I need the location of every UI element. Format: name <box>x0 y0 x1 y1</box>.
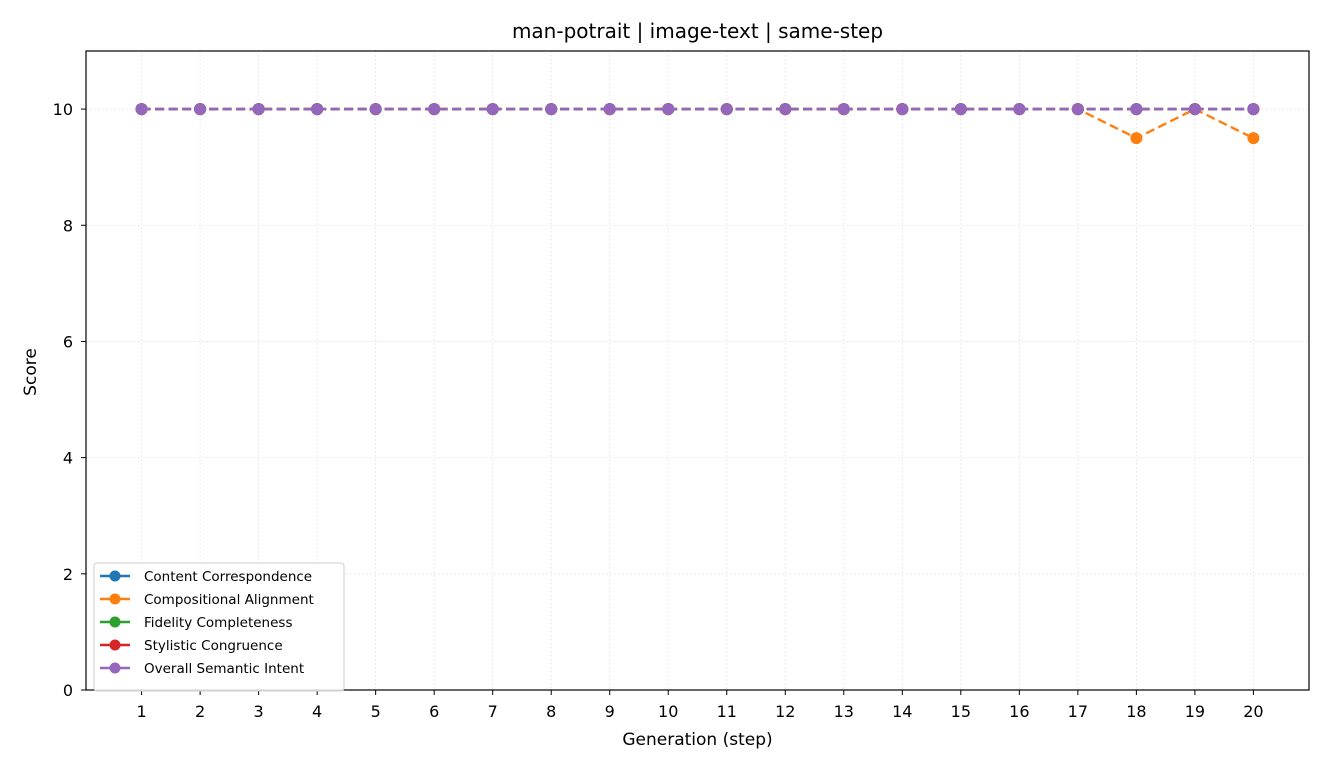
x-tick-label: 1 <box>136 702 146 721</box>
x-tick-label: 6 <box>429 702 439 721</box>
x-tick-label: 12 <box>775 702 795 721</box>
legend: Content Correspondence Compositional Alig… <box>93 562 345 692</box>
data-point <box>1130 132 1143 145</box>
x-tick-label: 11 <box>717 702 737 721</box>
y-tick-label: 0 <box>63 681 73 700</box>
legend-label: Overall Semantic Intent <box>144 661 304 677</box>
y-tick-label: 4 <box>63 449 73 468</box>
x-tick-label: 20 <box>1243 702 1263 721</box>
y-axis-label: Score <box>21 348 41 396</box>
series-lines <box>135 103 1260 145</box>
x-tick-label: 17 <box>1068 702 1088 721</box>
legend-swatch-marker <box>109 662 121 674</box>
x-tick-label: 14 <box>892 702 912 721</box>
data-point <box>662 103 675 116</box>
data-point <box>896 103 909 116</box>
data-point <box>779 103 792 116</box>
x-tick-label: 18 <box>1126 702 1146 721</box>
data-point <box>1130 103 1143 116</box>
y-tick-label: 6 <box>63 332 73 351</box>
data-point <box>311 103 324 116</box>
data-point <box>1188 103 1201 116</box>
chart-title: man-potrait | image-text | same-step <box>512 19 883 43</box>
legend-swatch-marker <box>109 570 121 582</box>
data-point <box>1247 103 1260 116</box>
data-point <box>1071 103 1084 116</box>
x-tick-label: 7 <box>488 702 498 721</box>
data-point <box>837 103 850 116</box>
x-tick-label: 5 <box>371 702 381 721</box>
x-tick-label: 4 <box>312 702 322 721</box>
legend-label: Fidelity Completeness <box>144 615 292 631</box>
x-tick-label: 19 <box>1185 702 1205 721</box>
x-tick-label: 13 <box>834 702 854 721</box>
x-tick-label: 16 <box>1009 702 1029 721</box>
data-point <box>1247 132 1260 145</box>
data-point <box>954 103 967 116</box>
x-tick-label: 2 <box>195 702 205 721</box>
x-tick-label: 8 <box>546 702 556 721</box>
x-tick-label: 10 <box>658 702 678 721</box>
y-tick-label: 2 <box>63 565 73 584</box>
data-point <box>252 103 265 116</box>
plot-frame <box>85 50 1310 691</box>
y-tick-label: 10 <box>53 100 73 119</box>
legend-swatch-marker <box>109 639 121 651</box>
legend-label: Compositional Alignment <box>144 592 314 608</box>
legend-swatch-marker <box>109 593 121 605</box>
series-group <box>135 103 1260 116</box>
legend-label: Stylistic Congruence <box>144 638 283 654</box>
data-point <box>545 103 558 116</box>
data-point <box>194 103 207 116</box>
data-point <box>720 103 733 116</box>
x-tick-label: 9 <box>605 702 615 721</box>
data-point <box>1013 103 1026 116</box>
x-tick-label: 3 <box>254 702 264 721</box>
data-point <box>369 103 382 116</box>
data-point <box>135 103 148 116</box>
legend-box <box>93 562 345 692</box>
legend-label: Content Correspondence <box>144 569 312 585</box>
data-point <box>486 103 499 116</box>
x-axis-label: Generation (step) <box>622 730 772 750</box>
y-tick-label: 8 <box>63 216 73 235</box>
data-point <box>603 103 616 116</box>
legend-swatch-marker <box>109 616 121 628</box>
data-point <box>428 103 441 116</box>
x-tick-label: 15 <box>951 702 971 721</box>
